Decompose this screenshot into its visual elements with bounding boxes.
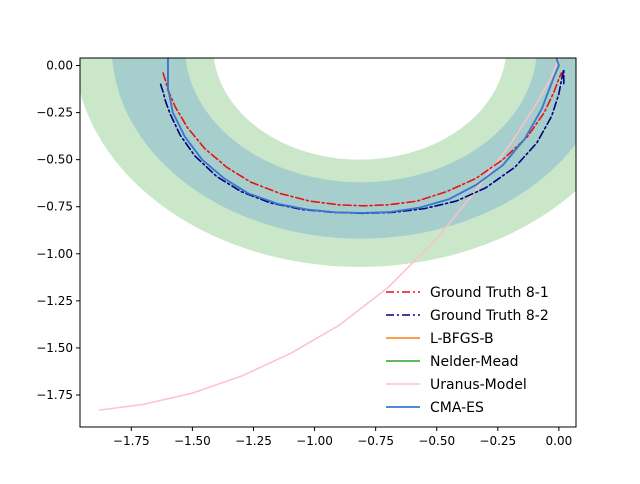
y-tick-label: −1.50	[36, 341, 73, 355]
x-tick-label: −0.25	[479, 434, 516, 448]
legend-label: Nelder-Mead	[430, 354, 519, 370]
x-tick-label: −0.50	[418, 434, 455, 448]
x-tick-label: −1.00	[296, 434, 333, 448]
x-tick-label: −1.75	[113, 434, 150, 448]
y-tick-label: −1.25	[36, 294, 73, 308]
y-tick-label: −1.00	[36, 247, 73, 261]
y-axis: 0.00 −0.25 −0.50 −0.75 −1.00 −1.25 −1.50 −1.75	[36, 59, 80, 402]
y-tick-label: −0.25	[36, 106, 73, 120]
y-tick-label: −1.75	[36, 388, 73, 402]
y-tick-label: −0.75	[36, 200, 73, 214]
x-tick-label: −1.25	[235, 434, 272, 448]
plot-frame	[79, 57, 577, 428]
x-axis: −1.75 −1.50 −1.25 −1.00 −0.75 −0.50 −0.25 0.00	[113, 427, 572, 448]
series-layer	[98, 58, 565, 411]
legend-label: L-BFGS-B	[430, 331, 494, 347]
legend-label: Uranus-Model	[430, 377, 527, 393]
y-tick-label: −0.50	[36, 153, 73, 167]
series-line-ground-truth-8-1	[162, 72, 564, 207]
x-tick-label: 0.00	[546, 434, 573, 448]
legend-label: Ground Truth 8-2	[430, 308, 549, 324]
x-tick-label: −0.75	[357, 434, 394, 448]
band-outer	[80, 58, 576, 267]
series-line-cma-es	[167, 58, 560, 214]
x-tick-label: −1.50	[174, 434, 211, 448]
y-tick-label: 0.00	[46, 59, 73, 73]
legend: Ground Truth 8-1 Ground Truth 8-2 L-BFGS-B…	[386, 285, 549, 416]
legend-label: CMA-ES	[430, 400, 484, 416]
legend-label: Ground Truth 8-1	[430, 285, 549, 301]
series-line-uranus-model	[98, 58, 560, 411]
